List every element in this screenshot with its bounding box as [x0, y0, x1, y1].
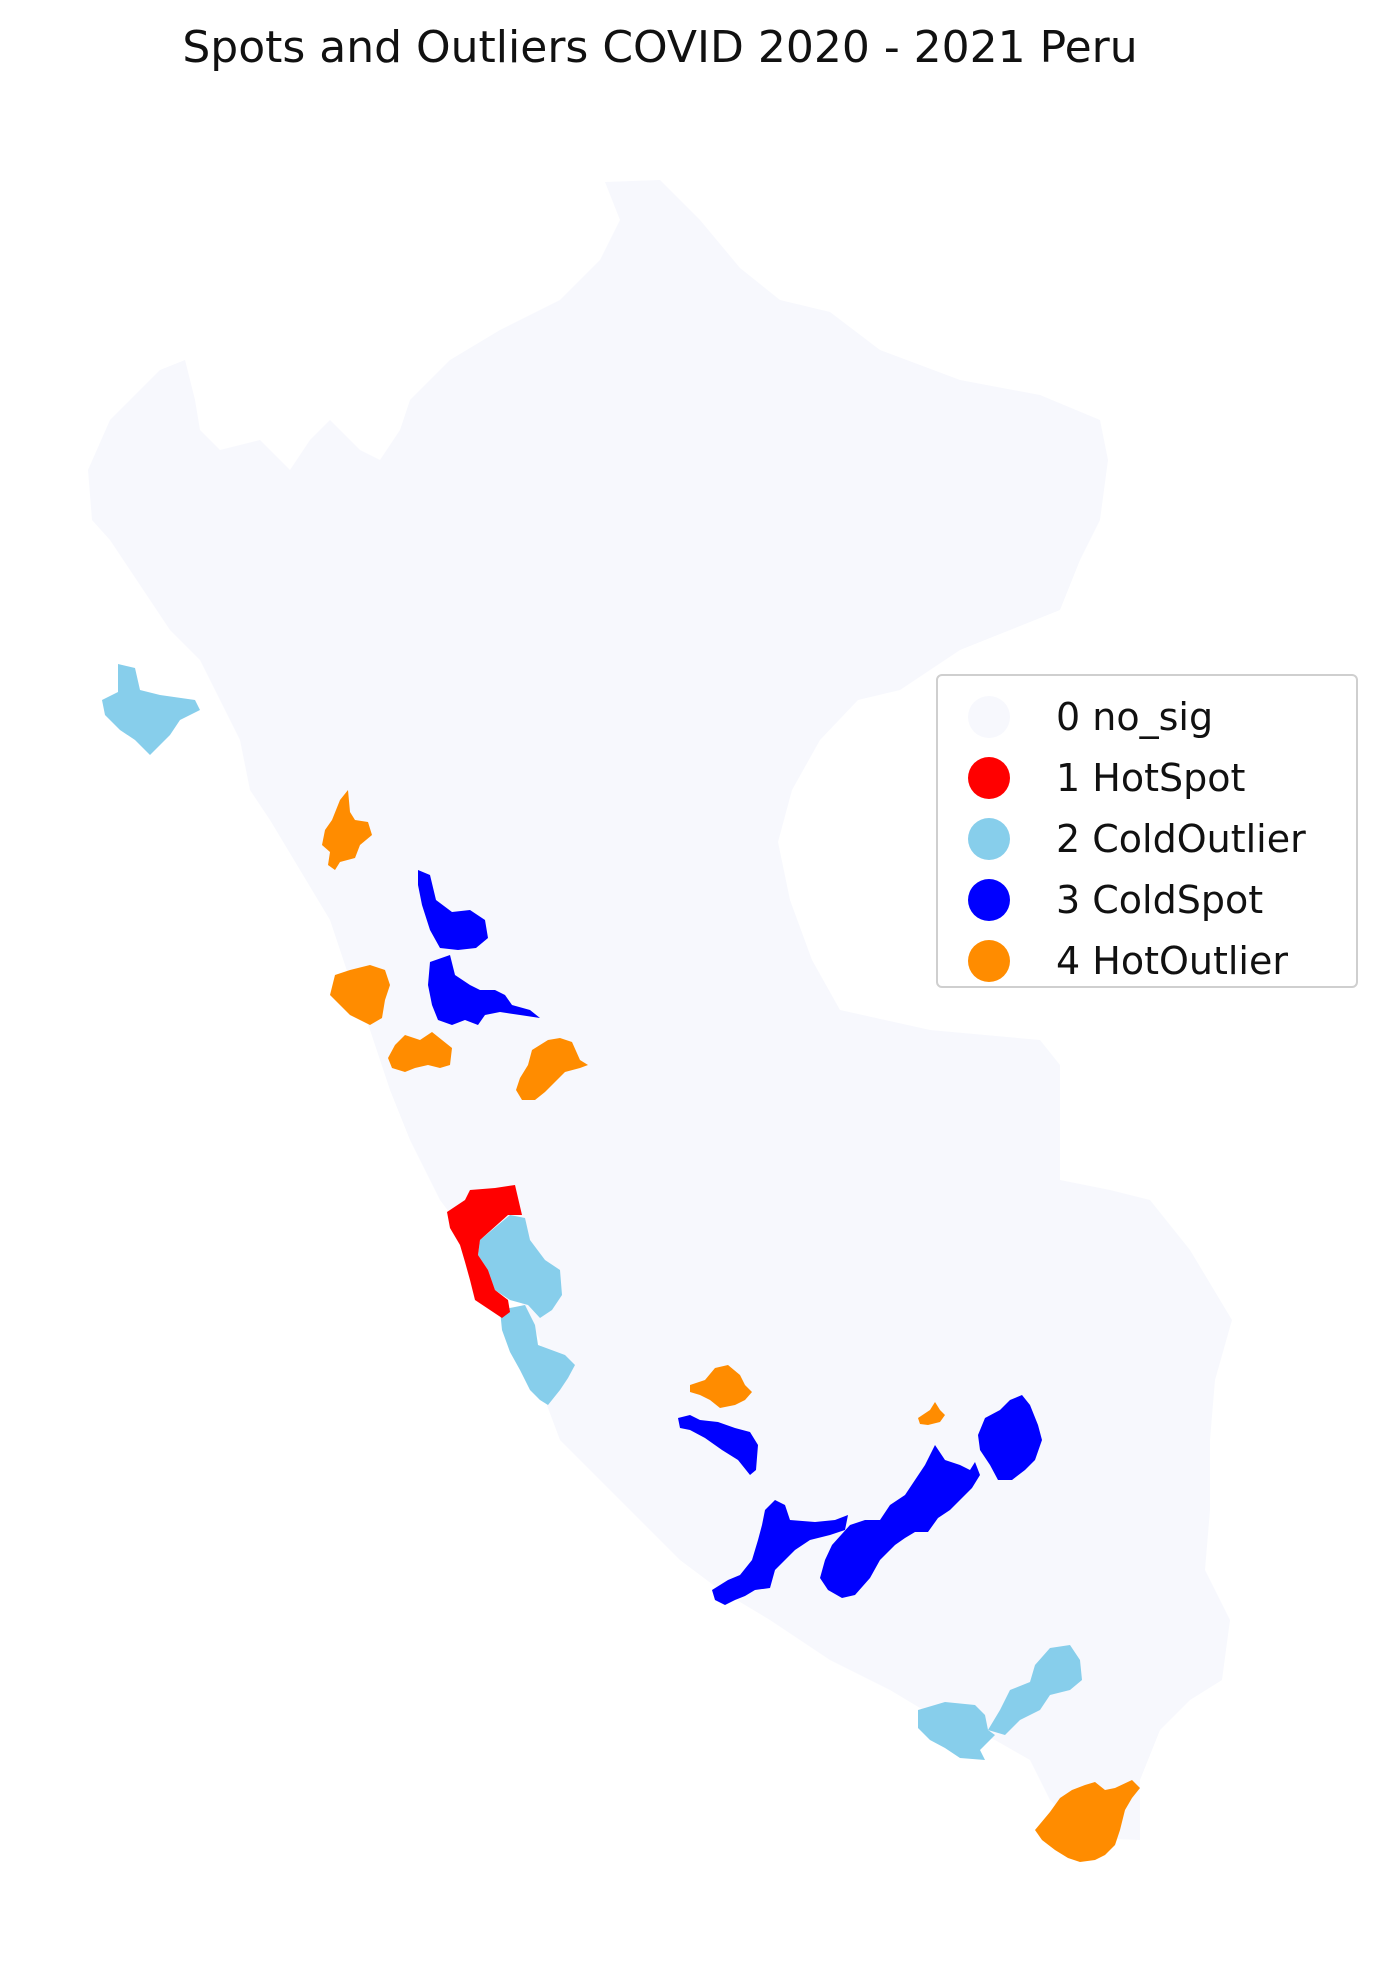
region-cold-spot-puno: [978, 1395, 1042, 1480]
region-cold-outlier-moquegua-a: [918, 1702, 995, 1760]
map-title: Spots and Outliers COVID 2020 - 2021 Per…: [182, 22, 1138, 73]
region-cold-spot-pasco: [428, 955, 540, 1025]
region-cold-outlier-tumbes: [102, 664, 200, 755]
legend-label: 4 HotOutlier: [1056, 938, 1288, 983]
region-hotspot-lima: [447, 1185, 522, 1318]
legend: 0 no_sig 1 HotSpot 2 ColdOutlier 3 ColdS…: [936, 674, 1358, 988]
legend-swatch-coldoutlier: [968, 817, 1010, 860]
legend-label: 0 no_sig: [1056, 694, 1214, 739]
region-cold-outlier-moquegua-b: [988, 1645, 1082, 1735]
region-hot-outlier-ancash: [516, 1038, 588, 1100]
legend-item-coldoutlier: 2 ColdOutlier: [938, 808, 1356, 869]
region-cold-spot-ayacucho: [678, 1415, 758, 1475]
legend-swatch-no-sig: [968, 695, 1010, 738]
legend-swatch-hotoutlier: [968, 939, 1010, 982]
region-hot-outlier-la-libertad-b: [388, 1032, 452, 1072]
legend-item-coldspot: 3 ColdSpot: [938, 869, 1356, 930]
legend-swatch-hotspot: [968, 756, 1010, 799]
region-cold-spot-apurimac: [712, 1500, 848, 1605]
region-hot-outlier-ica: [690, 1365, 752, 1408]
region-hot-outlier-cusco-small: [918, 1402, 945, 1425]
region-hot-outlier-tacna: [1035, 1780, 1140, 1862]
legend-label: 3 ColdSpot: [1056, 877, 1264, 922]
legend-label: 2 ColdOutlier: [1056, 816, 1306, 861]
legend-swatch-coldspot: [968, 878, 1010, 921]
region-cold-outlier-lima-b: [500, 1305, 575, 1405]
region-cold-outlier-lima-a: [478, 1215, 562, 1318]
legend-label: 1 HotSpot: [1056, 755, 1246, 800]
peru-outline: [88, 180, 1232, 1840]
region-hot-outlier-la-libertad-a: [330, 965, 390, 1025]
region-hot-outlier-cajamarca: [322, 790, 372, 870]
legend-item-no-sig: 0 no_sig: [938, 686, 1356, 747]
region-cold-spot-cusco: [820, 1445, 980, 1598]
legend-item-hotspot: 1 HotSpot: [938, 747, 1356, 808]
legend-item-hotoutlier: 4 HotOutlier: [938, 930, 1356, 991]
region-cold-spot-huanuco: [418, 870, 488, 950]
